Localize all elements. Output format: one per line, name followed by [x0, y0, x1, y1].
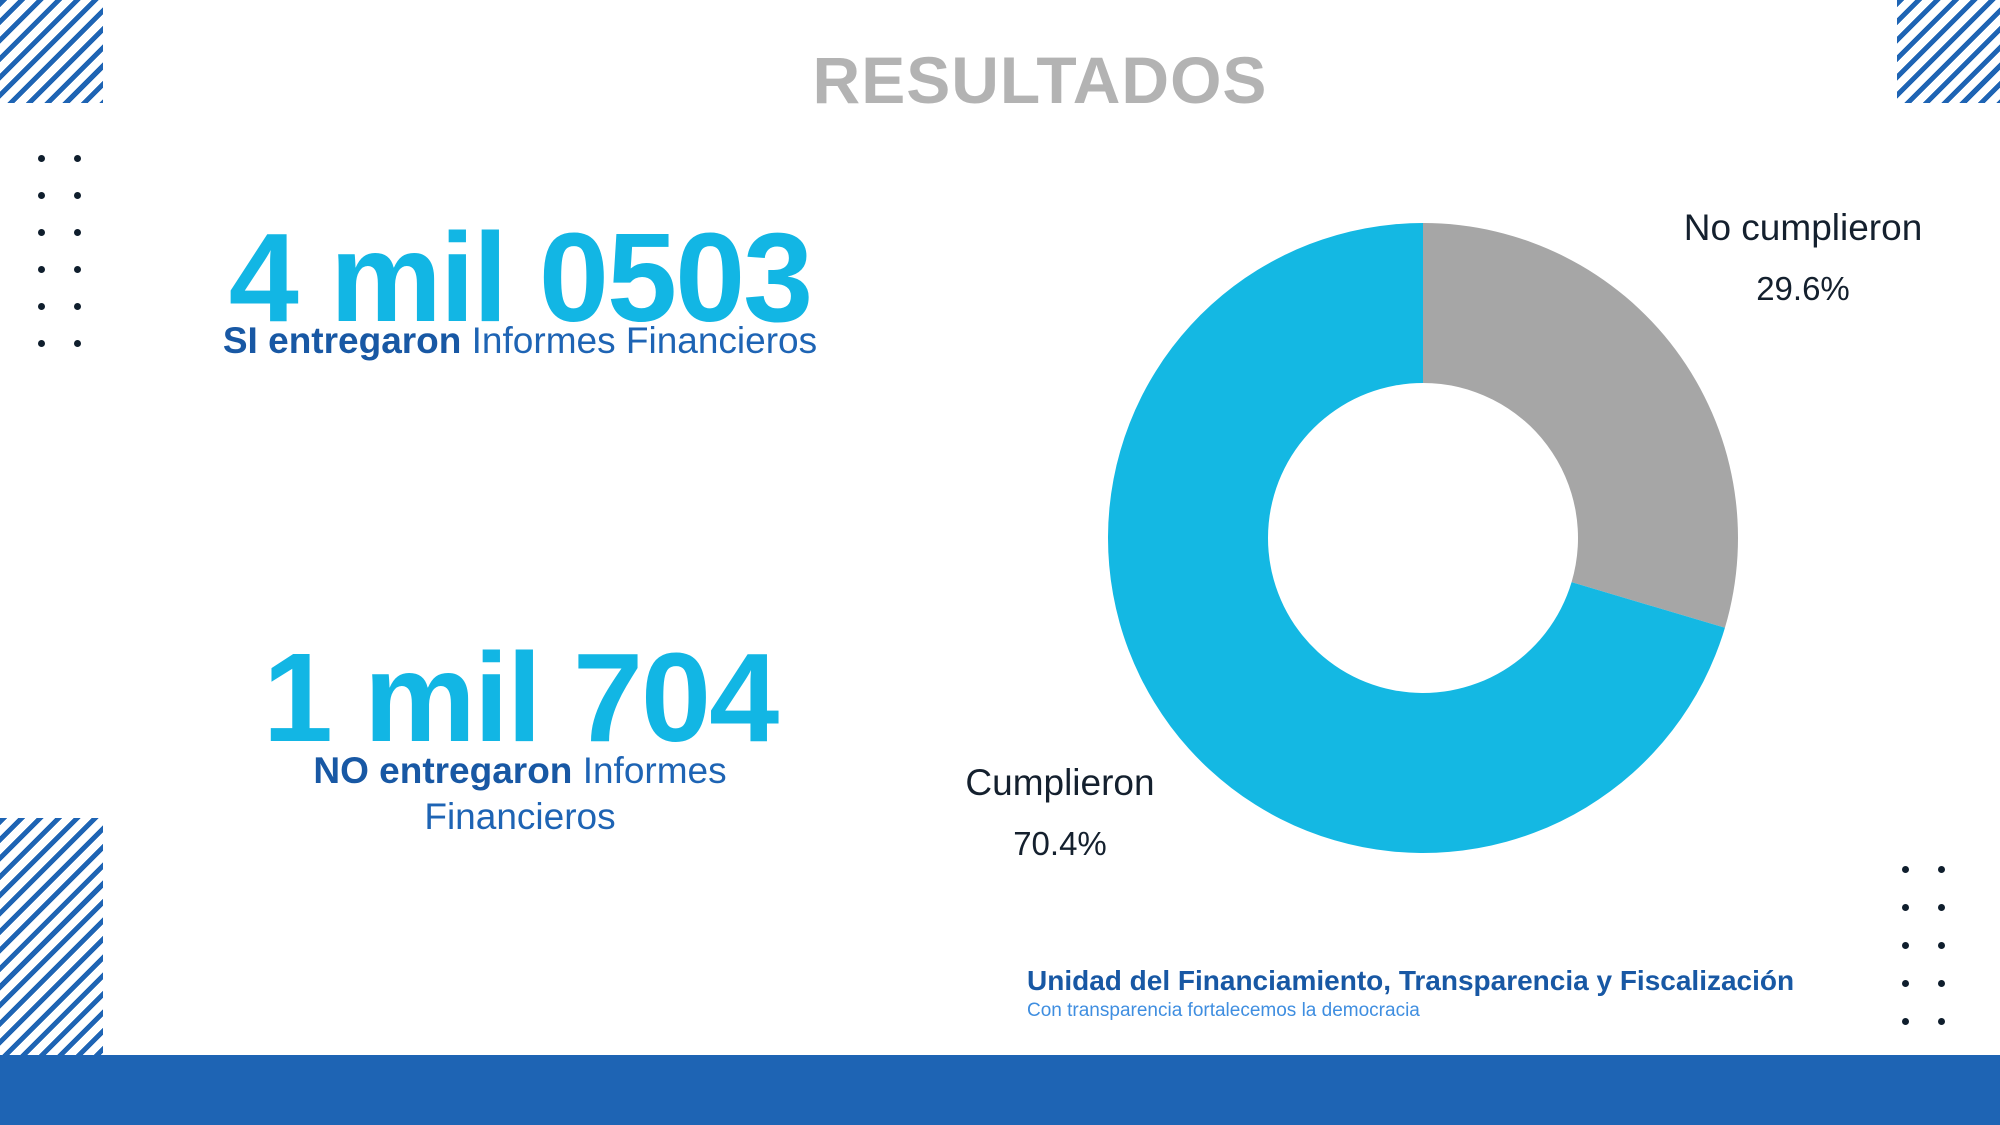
- footer-subtitle: Con transparencia fortalecemos la democr…: [1027, 1000, 1420, 1021]
- dot-grid-right: [1902, 866, 1960, 1025]
- stat-no-caption: NO entregaron Informes Financieros: [220, 748, 820, 840]
- dot-grid-left: [38, 155, 96, 347]
- stat-no-rest: Informes Financieros: [424, 750, 727, 837]
- page-title: RESULTADOS: [812, 43, 1268, 117]
- stat-si-number: 4 mil 0503: [228, 207, 813, 348]
- donut-slice-cumplieron: [1107, 223, 1725, 853]
- stripe-decoration-top-right: [1897, 0, 2000, 103]
- donut-labels: No cumplieron 29.6% Cumplieron 70.4%: [965, 207, 1922, 862]
- slice-label-value: 29.6%: [1756, 270, 1850, 307]
- donut-slices: [1107, 223, 1738, 853]
- stat-si-caption: SI entregaron Informes Financieros: [220, 318, 820, 364]
- slice-label-category: No cumplieron: [1684, 207, 1923, 248]
- donut-slice-no-cumplieron: [1423, 223, 1738, 628]
- footer-title: Unidad del Financiamiento, Transparencia…: [1027, 965, 1795, 996]
- stripe-decoration-top-left: [0, 0, 103, 103]
- stat-no-number: 1 mil 704: [262, 627, 779, 768]
- stat-no-bold: NO entregaron: [313, 750, 573, 791]
- stat-si-bold: SI entregaron: [222, 320, 462, 361]
- stripe-decoration-bottom-left: [0, 818, 103, 1055]
- bottom-bar: [0, 1055, 2000, 1125]
- stat-si-rest: Informes Financieros: [471, 320, 818, 361]
- slice-label-category: Cumplieron: [965, 762, 1154, 803]
- slice-label-value: 70.4%: [1013, 825, 1107, 862]
